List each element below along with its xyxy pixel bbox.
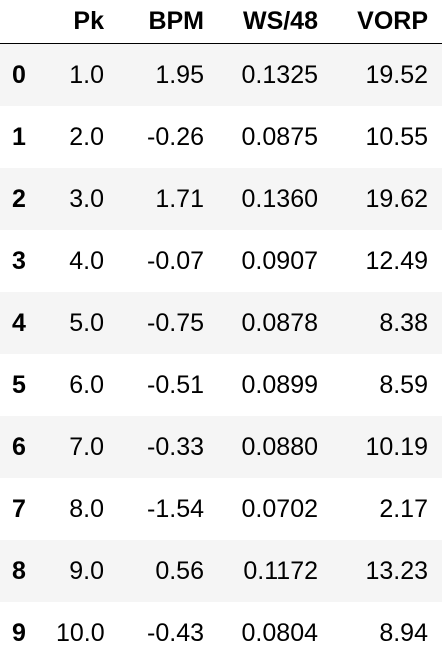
cell-vorp: 12.49 (332, 230, 442, 292)
cell-ws48: 0.1172 (218, 540, 332, 602)
row-index: 1 (0, 106, 56, 168)
cell-vorp: 10.55 (332, 106, 442, 168)
row-index: 8 (0, 540, 56, 602)
cell-ws48: 0.0907 (218, 230, 332, 292)
cell-bpm: -0.33 (118, 416, 218, 478)
cell-vorp: 19.52 (332, 44, 442, 107)
row-index: 0 (0, 44, 56, 107)
row-index: 6 (0, 416, 56, 478)
cell-bpm: -0.43 (118, 602, 218, 664)
row-index: 7 (0, 478, 56, 540)
cell-pk: 8.0 (56, 478, 118, 540)
header-vorp: VORP (332, 0, 442, 44)
cell-pk: 2.0 (56, 106, 118, 168)
table-row: 6 7.0 -0.33 0.0880 10.19 (0, 416, 442, 478)
cell-ws48: 0.0899 (218, 354, 332, 416)
cell-bpm: 1.71 (118, 168, 218, 230)
cell-vorp: 10.19 (332, 416, 442, 478)
header-pk: Pk (56, 0, 118, 44)
header-ws48: WS/48 (218, 0, 332, 44)
cell-vorp: 2.17 (332, 478, 442, 540)
cell-bpm: -0.75 (118, 292, 218, 354)
row-index: 5 (0, 354, 56, 416)
cell-vorp: 8.38 (332, 292, 442, 354)
cell-ws48: 0.0702 (218, 478, 332, 540)
cell-pk: 1.0 (56, 44, 118, 107)
cell-bpm: -0.51 (118, 354, 218, 416)
cell-ws48: 0.0875 (218, 106, 332, 168)
table-row: 7 8.0 -1.54 0.0702 2.17 (0, 478, 442, 540)
cell-vorp: 13.23 (332, 540, 442, 602)
cell-ws48: 0.0880 (218, 416, 332, 478)
cell-vorp: 8.94 (332, 602, 442, 664)
cell-vorp: 19.62 (332, 168, 442, 230)
table-row: 0 1.0 1.95 0.1325 19.52 (0, 44, 442, 107)
table-body: 0 1.0 1.95 0.1325 19.52 1 2.0 -0.26 0.08… (0, 44, 442, 664)
table-header: Pk BPM WS/48 VORP (0, 0, 442, 44)
cell-pk: 6.0 (56, 354, 118, 416)
row-index: 2 (0, 168, 56, 230)
cell-ws48: 0.1360 (218, 168, 332, 230)
table-row: 5 6.0 -0.51 0.0899 8.59 (0, 354, 442, 416)
cell-vorp: 8.59 (332, 354, 442, 416)
cell-pk: 10.0 (56, 602, 118, 664)
table-row: 9 10.0 -0.43 0.0804 8.94 (0, 602, 442, 664)
cell-ws48: 0.0804 (218, 602, 332, 664)
header-row: Pk BPM WS/48 VORP (0, 0, 442, 44)
cell-ws48: 0.0878 (218, 292, 332, 354)
table-row: 2 3.0 1.71 0.1360 19.62 (0, 168, 442, 230)
row-index: 3 (0, 230, 56, 292)
cell-pk: 7.0 (56, 416, 118, 478)
cell-bpm: 0.56 (118, 540, 218, 602)
table-row: 3 4.0 -0.07 0.0907 12.49 (0, 230, 442, 292)
cell-bpm: -0.26 (118, 106, 218, 168)
cell-pk: 5.0 (56, 292, 118, 354)
header-bpm: BPM (118, 0, 218, 44)
row-index: 4 (0, 292, 56, 354)
table-row: 4 5.0 -0.75 0.0878 8.38 (0, 292, 442, 354)
cell-pk: 4.0 (56, 230, 118, 292)
cell-ws48: 0.1325 (218, 44, 332, 107)
cell-bpm: 1.95 (118, 44, 218, 107)
table-row: 1 2.0 -0.26 0.0875 10.55 (0, 106, 442, 168)
cell-bpm: -1.54 (118, 478, 218, 540)
cell-pk: 3.0 (56, 168, 118, 230)
table-row: 8 9.0 0.56 0.1172 13.23 (0, 540, 442, 602)
cell-bpm: -0.07 (118, 230, 218, 292)
cell-pk: 9.0 (56, 540, 118, 602)
row-index: 9 (0, 602, 56, 664)
header-index (0, 0, 56, 44)
